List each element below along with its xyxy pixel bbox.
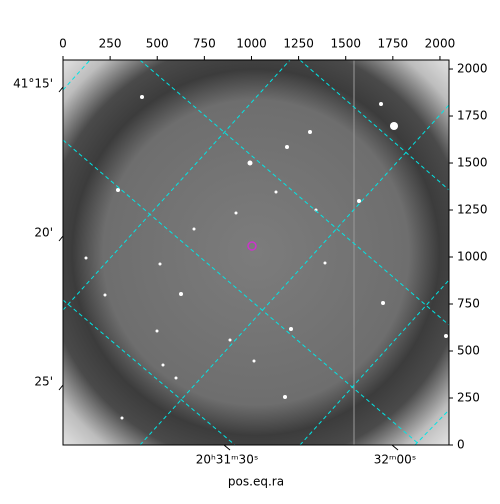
dec-tick — [58, 86, 64, 93]
x-tick-label: 1500 — [330, 37, 361, 51]
dec-tick — [58, 235, 64, 242]
y-tick-label: 1750 — [457, 109, 488, 123]
y-tick-label: 0 — [457, 438, 465, 452]
dec-tick-label: 41°15' — [13, 77, 53, 91]
y-tick-label: 1000 — [457, 250, 488, 264]
y-tick-label: 1250 — [457, 203, 488, 217]
dec-tick — [58, 384, 64, 391]
y-tick-label: 750 — [457, 297, 480, 311]
x-tick-label: 1750 — [378, 37, 409, 51]
ra-tick-label: 32ᵐ00ˢ — [374, 453, 417, 467]
ra-tick — [391, 444, 399, 451]
dec-tick-label: 20' — [34, 226, 53, 240]
x-tick-label: 2000 — [425, 37, 456, 51]
ra-tick-label: 20ʰ31ᵐ30ˢ — [196, 453, 259, 467]
y-tick-label: 1500 — [457, 156, 488, 170]
y-tick-label: 2000 — [457, 62, 488, 76]
x-tick-label: 0 — [59, 37, 67, 51]
dec-tick-label: 25' — [34, 375, 53, 389]
x-tick-label: 250 — [99, 37, 122, 51]
axes-frame — [62, 59, 450, 446]
x-tick-label: 1000 — [236, 37, 267, 51]
ra-tick — [223, 444, 231, 451]
y-tick-label: 500 — [457, 344, 480, 358]
x-tick-label: 1250 — [283, 37, 314, 51]
x-tick-label: 500 — [146, 37, 169, 51]
x-tick-label: 750 — [193, 37, 216, 51]
x-axis-label: pos.eq.ra — [228, 475, 284, 489]
image — [63, 60, 449, 445]
y-tick-label: 250 — [457, 391, 480, 405]
